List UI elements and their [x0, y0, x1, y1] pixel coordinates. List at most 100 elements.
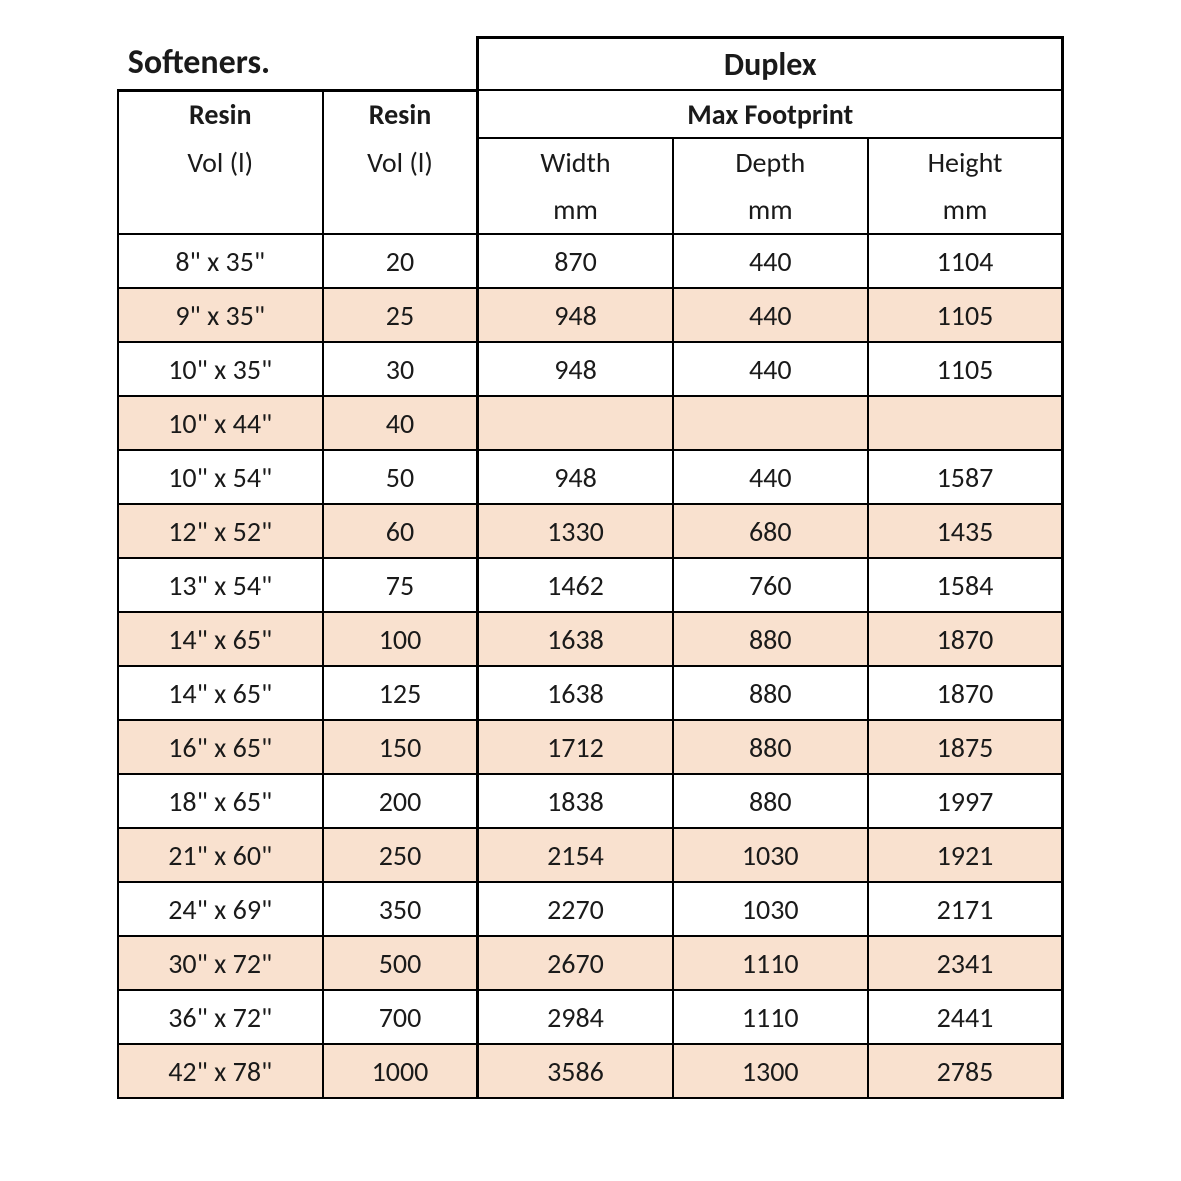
cell: 1838 [478, 774, 673, 828]
cell: 1105 [868, 342, 1063, 396]
cell: 25 [323, 288, 478, 342]
cell: 20 [323, 234, 478, 288]
hdr-max-footprint: Max Footprint [478, 90, 1063, 138]
cell: 1000 [323, 1044, 478, 1098]
cell: 13" x 54" [118, 558, 323, 612]
cell: 1030 [673, 882, 868, 936]
table-row: 36" x 72"700298411102441 [118, 990, 1063, 1044]
table-row: 8" x 35"208704401104 [118, 234, 1063, 288]
hdr-blank-2 [323, 186, 478, 234]
cell: 24" x 69" [118, 882, 323, 936]
cell: 1110 [673, 936, 868, 990]
cell: 16" x 65" [118, 720, 323, 774]
table-row: 42" x 78"1000358613002785 [118, 1044, 1063, 1098]
cell: 12" x 52" [118, 504, 323, 558]
hdr-resin-1: Resin [118, 90, 323, 138]
cell: 1110 [673, 990, 868, 1044]
cell: 30" x 72" [118, 936, 323, 990]
cell: 2441 [868, 990, 1063, 1044]
cell: 440 [673, 234, 868, 288]
cell: 10" x 44" [118, 396, 323, 450]
cell: 948 [478, 342, 673, 396]
cell: 880 [673, 612, 868, 666]
table-row: 10" x 44"40 [118, 396, 1063, 450]
cell: 14" x 65" [118, 666, 323, 720]
cell: 9" x 35" [118, 288, 323, 342]
cell: 42" x 78" [118, 1044, 323, 1098]
cell: 14" x 65" [118, 612, 323, 666]
cell: 250 [323, 828, 478, 882]
cell: 1300 [673, 1044, 868, 1098]
cell: 3586 [478, 1044, 673, 1098]
cell: 125 [323, 666, 478, 720]
cell: 1870 [868, 612, 1063, 666]
hdr-blank-1 [118, 186, 323, 234]
cell [868, 396, 1063, 450]
cell: 2171 [868, 882, 1063, 936]
table-row: 14" x 65"10016388801870 [118, 612, 1063, 666]
cell: 2670 [478, 936, 673, 990]
softeners-table: Softeners. Duplex Resin Resin Max Footpr… [117, 36, 1065, 1099]
cell: 700 [323, 990, 478, 1044]
hdr-height: Height [868, 138, 1063, 186]
table-row: 13" x 54"7514627601584 [118, 558, 1063, 612]
cell: 200 [323, 774, 478, 828]
cell: 350 [323, 882, 478, 936]
table-row: 30" x 72"500267011102341 [118, 936, 1063, 990]
cell: 440 [673, 342, 868, 396]
hdr-vol-1: Vol (l) [118, 138, 323, 186]
cell: 100 [323, 612, 478, 666]
cell: 21" x 60" [118, 828, 323, 882]
cell: 500 [323, 936, 478, 990]
cell: 2785 [868, 1044, 1063, 1098]
hdr-unit-h: mm [868, 186, 1063, 234]
cell: 1997 [868, 774, 1063, 828]
table-row: 24" x 69"350227010302171 [118, 882, 1063, 936]
cell: 880 [673, 666, 868, 720]
cell: 30 [323, 342, 478, 396]
cell: 1462 [478, 558, 673, 612]
cell: 50 [323, 450, 478, 504]
table-row: 21" x 60"250215410301921 [118, 828, 1063, 882]
cell: 1030 [673, 828, 868, 882]
cell: 1587 [868, 450, 1063, 504]
cell: 1875 [868, 720, 1063, 774]
cell: 1870 [868, 666, 1063, 720]
cell: 1105 [868, 288, 1063, 342]
cell [673, 396, 868, 450]
hdr-width: Width [478, 138, 673, 186]
table-row: 14" x 65"12516388801870 [118, 666, 1063, 720]
cell: 2154 [478, 828, 673, 882]
table-body: 8" x 35"2087044011049" x 35"259484401105… [118, 234, 1063, 1098]
cell: 2984 [478, 990, 673, 1044]
cell: 60 [323, 504, 478, 558]
cell: 150 [323, 720, 478, 774]
table-row: 18" x 65"20018388801997 [118, 774, 1063, 828]
cell: 18" x 65" [118, 774, 323, 828]
cell: 1638 [478, 612, 673, 666]
hdr-unit-w: mm [478, 186, 673, 234]
cell: 440 [673, 288, 868, 342]
cell: 440 [673, 450, 868, 504]
hdr-depth: Depth [673, 138, 868, 186]
cell: 10" x 35" [118, 342, 323, 396]
table-row: 10" x 54"509484401587 [118, 450, 1063, 504]
cell [478, 396, 673, 450]
hdr-vol-2: Vol (l) [323, 138, 478, 186]
cell: 1638 [478, 666, 673, 720]
hdr-resin-2: Resin [323, 90, 478, 138]
cell: 2270 [478, 882, 673, 936]
cell: 75 [323, 558, 478, 612]
cell: 1330 [478, 504, 673, 558]
cell: 760 [673, 558, 868, 612]
table-row: 10" x 35"309484401105 [118, 342, 1063, 396]
cell: 1584 [868, 558, 1063, 612]
cell: 1435 [868, 504, 1063, 558]
cell: 1921 [868, 828, 1063, 882]
title-duplex: Duplex [478, 38, 1063, 91]
table-row: 16" x 65"15017128801875 [118, 720, 1063, 774]
table-row: 9" x 35"259484401105 [118, 288, 1063, 342]
cell: 680 [673, 504, 868, 558]
cell: 36" x 72" [118, 990, 323, 1044]
hdr-unit-d: mm [673, 186, 868, 234]
